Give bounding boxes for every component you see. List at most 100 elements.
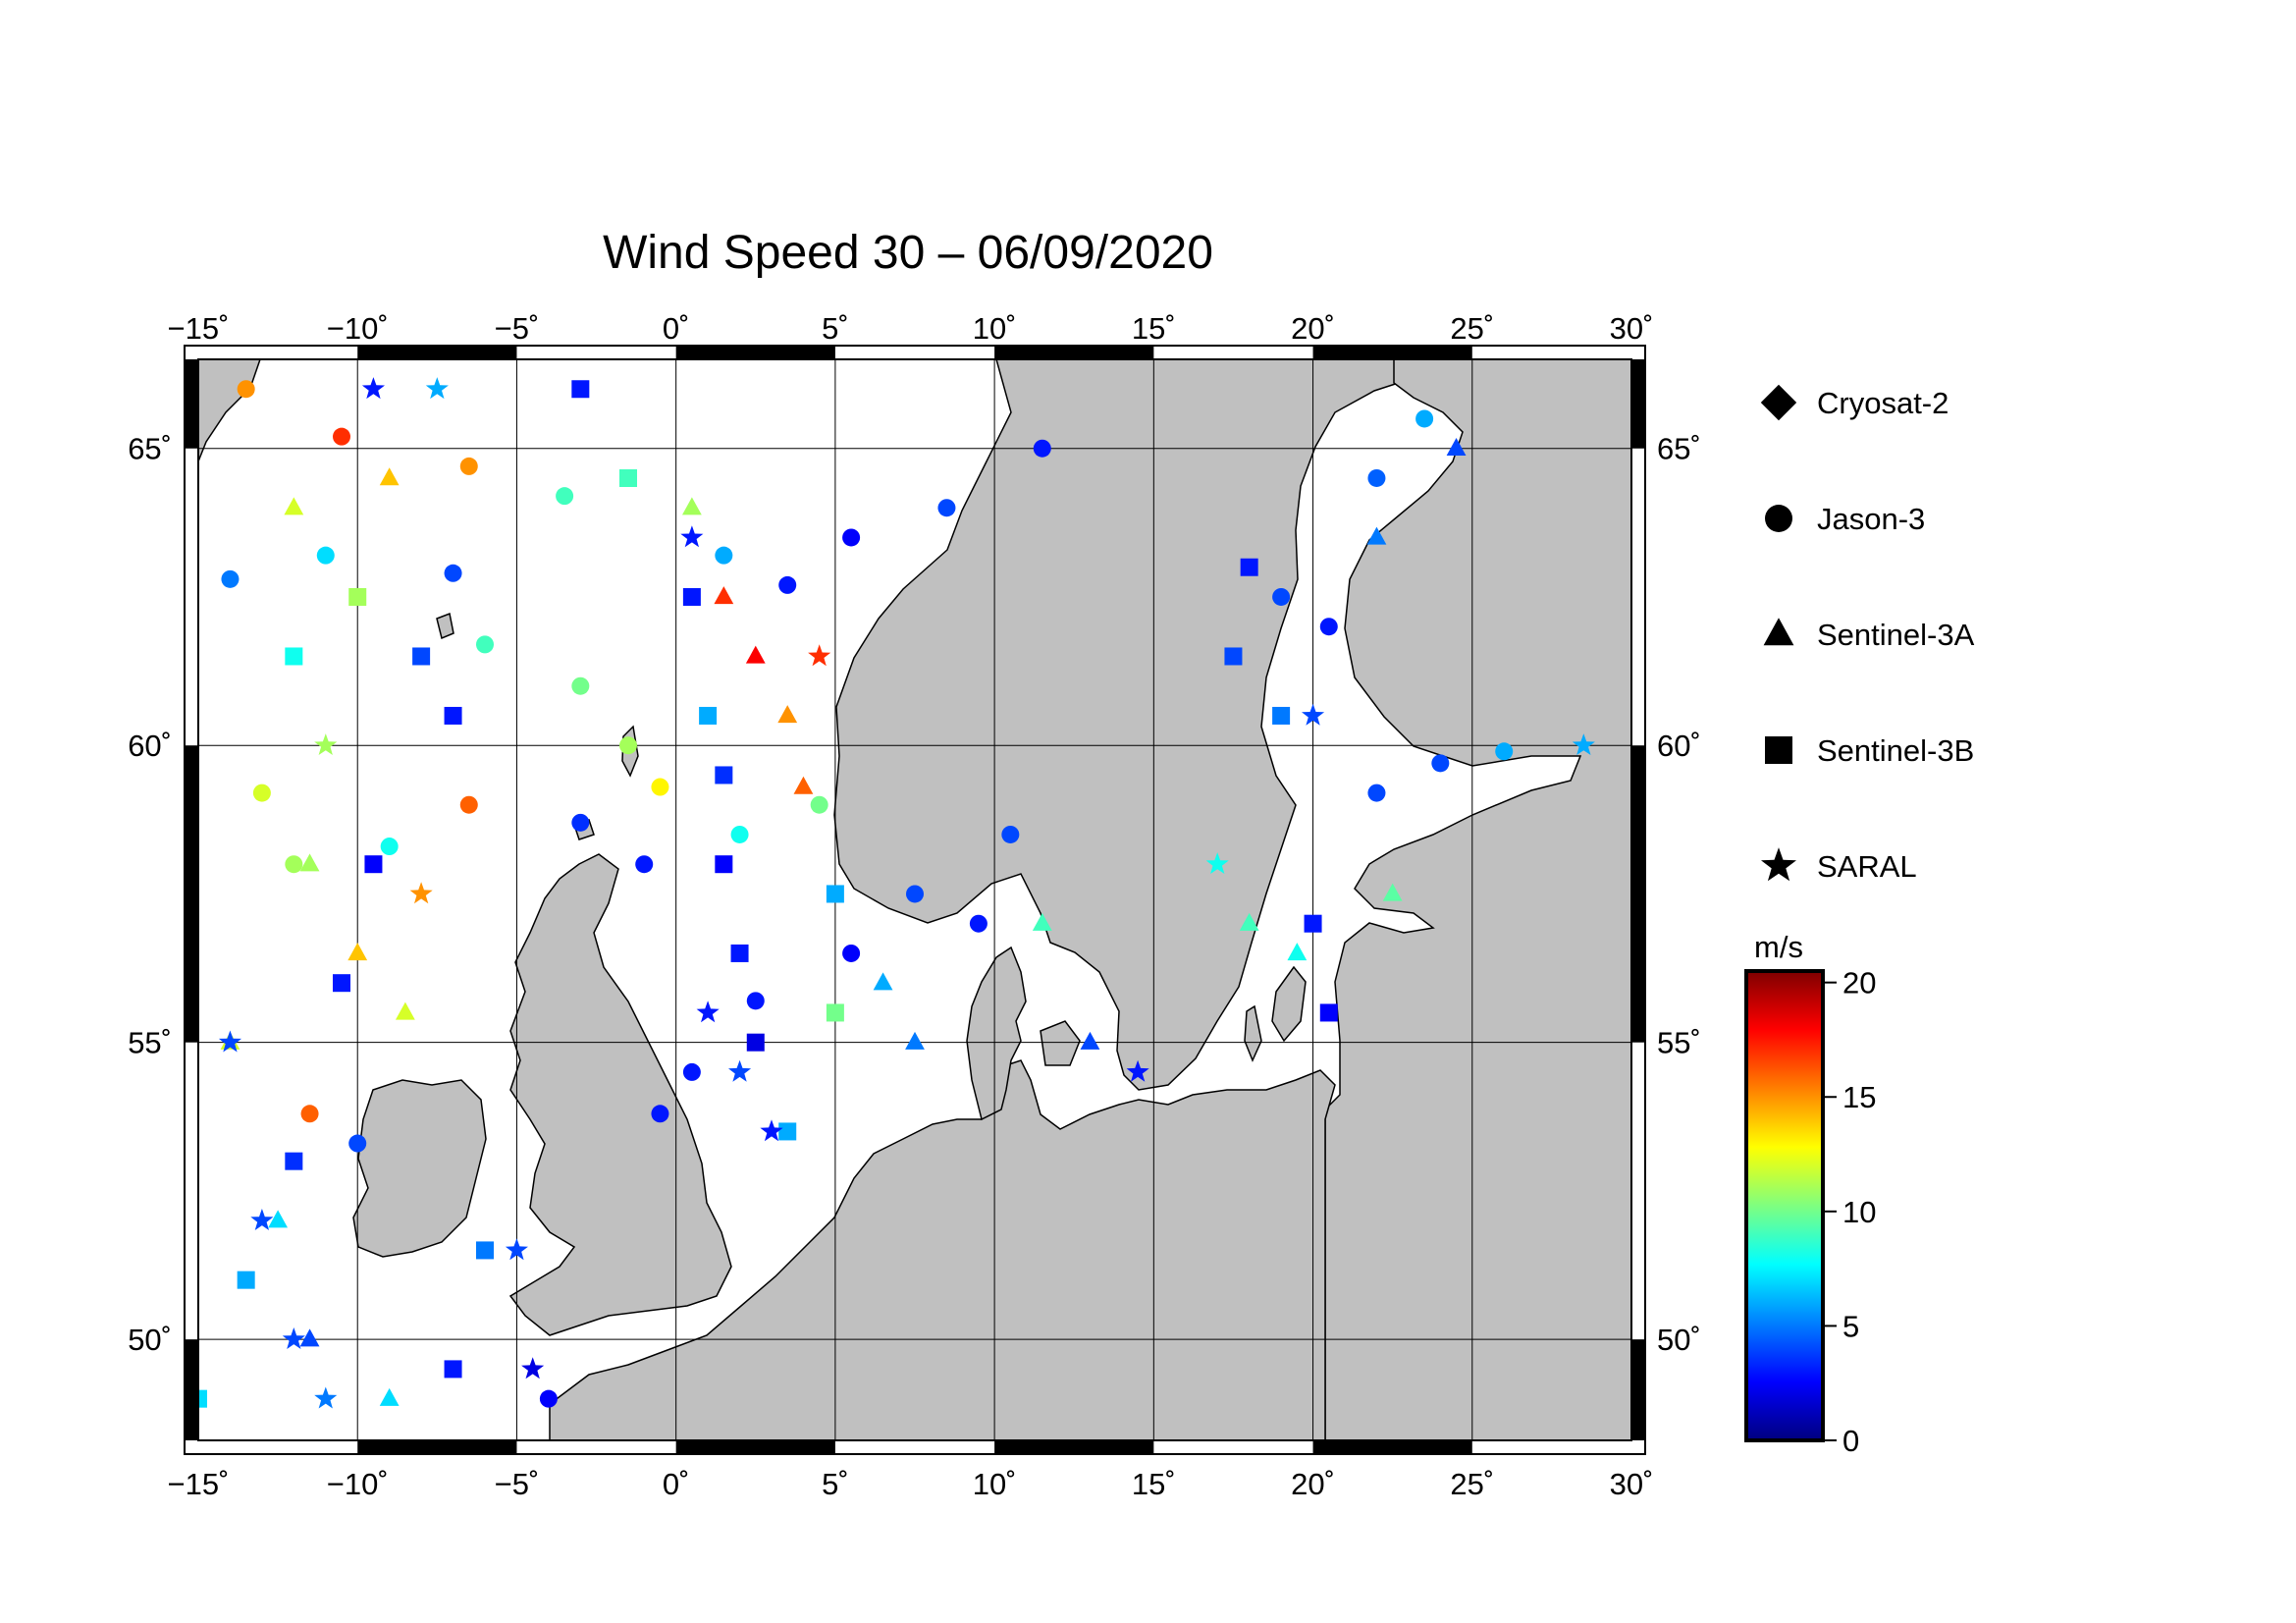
frame-segment (1631, 1339, 1645, 1440)
observation-triangle (395, 1001, 415, 1020)
longitude-label-top: 10˚ (973, 311, 1017, 346)
observation-circle (459, 795, 478, 814)
observation-circle (571, 676, 590, 695)
frame-border (184, 345, 1646, 1455)
latitude-label-left: 65˚ (128, 432, 172, 466)
observation-circle (969, 914, 988, 933)
observation-square (1272, 706, 1291, 725)
observation-circle (380, 838, 399, 856)
observation-star (680, 525, 704, 548)
observation-triangle (1080, 1031, 1100, 1050)
legend-item: Cryosat-2 (1760, 384, 1949, 421)
colorbar-ticks: 0 5 10 15 20 (1823, 966, 1876, 1458)
observation-circle (316, 546, 335, 565)
land-finland-baltics (1324, 359, 1631, 1440)
frame-segment (675, 1440, 835, 1454)
latitude-label-right: 60˚ (1657, 729, 1701, 763)
legend-item: Sentinel-3B (1765, 733, 1974, 768)
observation-star (361, 377, 385, 400)
observation-circle (539, 1389, 558, 1408)
observation-square (237, 1271, 255, 1289)
circle-icon (1765, 505, 1792, 532)
observation-circle (842, 944, 861, 962)
land-gotland (1271, 965, 1307, 1043)
legend-item: Sentinel-3A (1763, 618, 1975, 652)
latitude-label-right: 55˚ (1657, 1026, 1701, 1060)
observation-triangle (1287, 943, 1308, 961)
observation-circle (1272, 587, 1291, 606)
observation-circle (1319, 618, 1338, 636)
observation-circle (1033, 439, 1051, 458)
observation-star (282, 1327, 305, 1349)
legend-label: SARAL (1817, 849, 1917, 884)
land-oland (1244, 1004, 1262, 1062)
longitude-label-top: −5˚ (495, 311, 540, 346)
observation-circle (285, 855, 303, 874)
land-masses (198, 359, 1631, 1440)
legend-label: Sentinel-3A (1817, 618, 1975, 652)
triangle-icon (1763, 618, 1794, 646)
observation-triangle (379, 1387, 400, 1406)
latitude-ticks-left: 65˚ 60˚ 55˚ 50˚ (128, 432, 172, 1357)
observation-circle (937, 499, 956, 517)
latitude-label-left: 60˚ (128, 729, 172, 763)
longitude-label-top: 15˚ (1132, 311, 1176, 346)
longitude-label-bottom: 30˚ (1610, 1467, 1654, 1501)
frame-segment (357, 346, 517, 359)
observation-triangle (347, 943, 368, 961)
longitude-label-top: −10˚ (327, 311, 389, 346)
legend-label: Sentinel-3B (1817, 733, 1974, 768)
latitude-label-right: 65˚ (1657, 432, 1701, 466)
observation-circle (635, 855, 654, 874)
observation-star (250, 1209, 274, 1230)
observation-star (521, 1357, 545, 1380)
observation-circle (348, 1134, 367, 1153)
observations-layer (198, 377, 1595, 1409)
land-zealand (1040, 1020, 1081, 1066)
observation-triangle (1446, 437, 1467, 456)
longitude-label-bottom: 0˚ (663, 1467, 690, 1501)
colorbar-tick-label: 5 (1842, 1309, 1859, 1343)
star-icon (1761, 847, 1796, 882)
frame-segment (675, 346, 835, 359)
observation-star (218, 1030, 241, 1053)
observation-square (285, 1152, 303, 1170)
longitude-ticks-bottom: −15˚ −10˚ −5˚ 0˚ 5˚ 10˚ 15˚ 20˚ 25˚ 30˚ (168, 1467, 1654, 1501)
observation-square (746, 1033, 765, 1052)
observation-circle (1367, 784, 1386, 802)
observation-square (348, 587, 367, 606)
observation-square (364, 855, 383, 874)
observation-circle (459, 457, 478, 475)
observation-circle (571, 813, 590, 832)
observation-triangle (745, 645, 766, 664)
observation-circle (651, 1105, 669, 1123)
observation-triangle (299, 1328, 320, 1347)
observation-square (412, 647, 431, 666)
observation-triangle (681, 497, 702, 515)
colorbar-unit: m/s (1754, 930, 1803, 964)
longitude-label-bottom: −5˚ (495, 1467, 540, 1501)
latitude-label-left: 55˚ (128, 1026, 172, 1060)
observation-circle (221, 569, 240, 588)
observation-star (505, 1238, 528, 1261)
frame-segment (994, 1440, 1154, 1454)
observation-circle (237, 380, 255, 399)
frame-segment (185, 745, 198, 1043)
observation-star (314, 733, 338, 755)
observation-square (1304, 914, 1322, 933)
observation-circle (444, 564, 462, 582)
frame-segment (1312, 346, 1472, 359)
observation-circle (682, 1062, 701, 1081)
observation-triangle (905, 1031, 925, 1050)
observation-triangle (777, 705, 798, 724)
longitude-label-bottom: 25˚ (1450, 1467, 1494, 1501)
observation-circle (906, 885, 924, 903)
observation-square (826, 1003, 844, 1022)
observation-circle (1495, 742, 1514, 761)
frame-segment (185, 359, 198, 449)
graticule (197, 359, 1632, 1440)
observation-circle (746, 992, 765, 1010)
observation-star (314, 1386, 338, 1409)
observation-triangle (1366, 526, 1387, 545)
observation-star (728, 1059, 752, 1082)
